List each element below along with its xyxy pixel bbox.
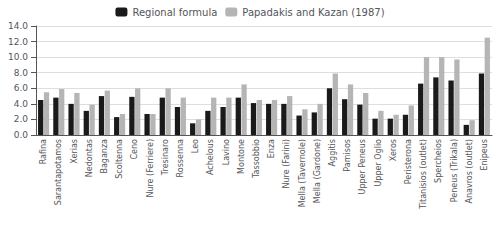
svg-text:Scoltenna: Scoltenna <box>115 139 124 179</box>
svg-text:Ceno: Ceno <box>130 139 139 160</box>
svg-text:0.0: 0.0 <box>14 130 29 140</box>
svg-text:Nure (Ferriere): Nure (Ferriere) <box>146 139 155 198</box>
svg-text:Sarantapotamos: Sarantapotamos <box>54 139 63 205</box>
svg-text:Upper Oglio: Upper Oglio <box>374 139 383 187</box>
svg-text:Lavino: Lavino <box>222 139 231 165</box>
svg-text:Xeros: Xeros <box>389 139 398 161</box>
svg-text:Nure (Farini): Nure (Farini) <box>282 139 291 188</box>
svg-text:Nedontas: Nedontas <box>85 139 94 177</box>
svg-text:Enza: Enza <box>267 139 276 158</box>
svg-text:14.0: 14.0 <box>8 21 28 31</box>
svg-text:Regional formula: Regional formula <box>132 7 217 18</box>
svg-text:Aggitis: Aggitis <box>328 139 337 166</box>
svg-text:Peristerona: Peristerona <box>404 139 413 184</box>
svg-text:Upper Peneus: Upper Peneus <box>358 139 367 194</box>
svg-text:Xerias: Xerias <box>70 139 79 164</box>
svg-text:Peneus (Trikala): Peneus (Trikala) <box>450 139 459 202</box>
svg-text:Tresinaro: Tresinaro <box>161 139 170 176</box>
svg-text:Montone: Montone <box>237 139 246 174</box>
svg-text:Mella (Gardone): Mella (Gardone) <box>313 139 322 203</box>
svg-text:8.0: 8.0 <box>14 68 29 78</box>
svg-text:Baganza: Baganza <box>100 139 109 174</box>
svg-text:Rossenna: Rossenna <box>176 139 185 177</box>
svg-text:4.0: 4.0 <box>14 99 29 109</box>
svg-text:Tassobbio: Tassobbio <box>252 139 261 179</box>
svg-text:Papadakis and Kazan (1987): Papadakis and Kazan (1987) <box>242 7 384 18</box>
svg-text:10.0: 10.0 <box>8 52 28 62</box>
svg-text:Enipeus: Enipeus <box>480 139 489 171</box>
svg-text:Achelous: Achelous <box>206 139 215 175</box>
svg-text:Anavros (outlet): Anavros (outlet) <box>465 139 474 204</box>
svg-text:12.0: 12.0 <box>8 37 28 47</box>
svg-text:Mella (Tavernole): Mella (Tavernole) <box>298 139 307 207</box>
svg-text:Pamisos: Pamisos <box>343 139 352 172</box>
svg-text:Spercheios: Spercheios <box>434 139 443 183</box>
svg-text:Titanisios (outlet): Titanisios (outlet) <box>419 139 428 210</box>
svg-text:Rafina: Rafina <box>39 139 48 164</box>
svg-text:Leo: Leo <box>191 139 200 153</box>
svg-text:2.0: 2.0 <box>14 114 29 124</box>
svg-text:6.0: 6.0 <box>14 83 29 93</box>
